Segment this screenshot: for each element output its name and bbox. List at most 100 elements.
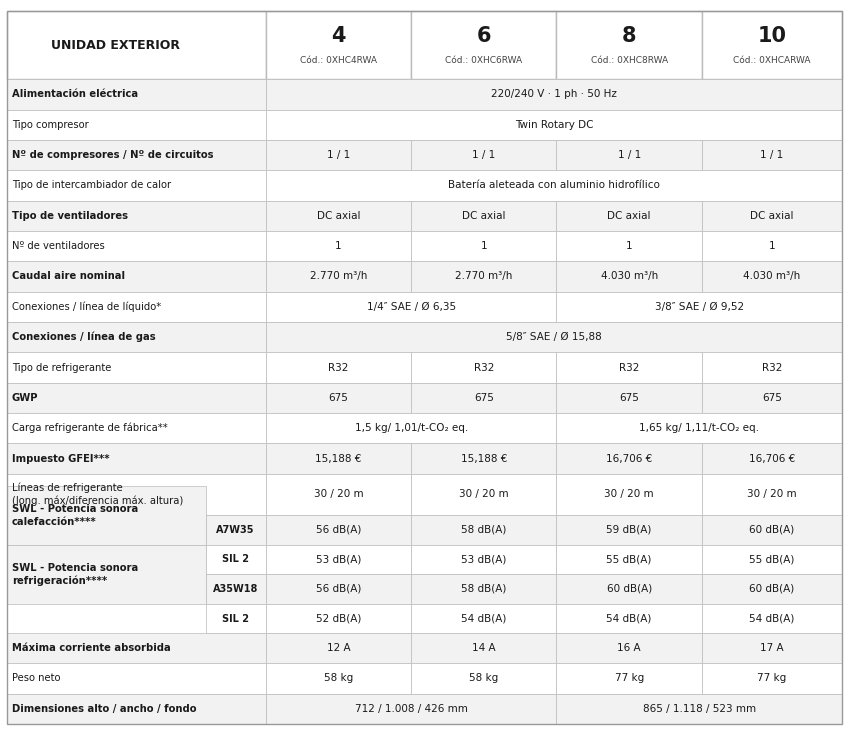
Bar [266,140,411,171]
Bar [7,352,266,383]
Bar [556,633,702,663]
Text: SWL - Potencia sonora
refrigeración****: SWL - Potencia sonora refrigeración**** [12,563,138,586]
Text: Tipo de refrigerante: Tipo de refrigerante [12,362,111,373]
Bar [266,383,411,413]
Bar [266,201,411,231]
Text: 1 / 1: 1 / 1 [327,150,350,160]
Text: SIL 2: SIL 2 [222,614,250,623]
Bar [411,545,556,574]
Text: UNIDAD EXTERIOR: UNIDAD EXTERIOR [51,39,180,51]
Bar [266,262,411,292]
Bar [266,663,411,694]
Text: 2.770 m³/h: 2.770 m³/h [455,271,513,282]
Bar [702,514,842,545]
Text: Tipo de intercambiador de calor: Tipo de intercambiador de calor [12,181,171,190]
Text: 54 dB(A): 54 dB(A) [606,614,652,623]
Bar [411,262,556,292]
Bar [411,383,556,413]
Text: 1 / 1: 1 / 1 [472,150,496,160]
Bar [266,322,842,352]
Text: 16,706 €: 16,706 € [749,453,796,464]
Bar [7,694,266,724]
Text: 6: 6 [476,26,491,46]
Bar [411,443,556,473]
Bar [205,604,266,633]
Bar [556,514,702,545]
Bar [7,383,266,413]
Text: 220/240 V · 1 ph · 50 Hz: 220/240 V · 1 ph · 50 Hz [491,90,617,99]
Bar [702,383,842,413]
Text: 2.770 m³/h: 2.770 m³/h [310,271,367,282]
Bar [266,574,411,604]
Text: Twin Rotary DC: Twin Rotary DC [514,120,593,130]
Text: 58 dB(A): 58 dB(A) [461,584,507,594]
Bar [411,140,556,171]
Bar [266,545,411,574]
Bar [411,514,556,545]
Bar [266,352,411,383]
Text: DC axial: DC axial [607,211,651,220]
Text: DC axial: DC axial [751,211,794,220]
Text: 14 A: 14 A [472,643,496,653]
Bar [7,292,266,322]
Text: 12 A: 12 A [327,643,351,653]
Bar [411,574,556,604]
Text: Nº de ventiladores: Nº de ventiladores [12,241,104,251]
Text: A35W18: A35W18 [213,584,258,594]
Bar [556,201,702,231]
Text: 3/8″ SAE / Ø 9,52: 3/8″ SAE / Ø 9,52 [655,302,744,312]
Bar [702,262,842,292]
Bar [702,11,842,79]
Bar [702,633,842,663]
Text: 16 A: 16 A [617,643,641,653]
Text: SIL 2: SIL 2 [222,554,250,564]
Bar [7,663,266,694]
Text: R32: R32 [474,362,494,373]
Text: 1,5 kg/ 1,01/t-CO₂ eq.: 1,5 kg/ 1,01/t-CO₂ eq. [355,423,468,433]
Bar [411,231,556,262]
Text: 30 / 20 m: 30 / 20 m [604,490,654,499]
Text: Impuesto GFEI***: Impuesto GFEI*** [12,453,110,464]
Bar [556,292,842,322]
Text: 16,706 €: 16,706 € [606,453,652,464]
Text: GWP: GWP [12,392,38,403]
Bar [205,574,266,604]
Text: 675: 675 [619,392,639,403]
Bar [556,473,702,514]
Bar [702,443,842,473]
Text: 53 dB(A): 53 dB(A) [316,554,361,564]
Bar [7,486,205,545]
Bar [266,79,842,110]
Bar [411,11,556,79]
Text: 54 dB(A): 54 dB(A) [461,614,507,623]
Bar [556,443,702,473]
Text: Dimensiones alto / ancho / fondo: Dimensiones alto / ancho / fondo [12,704,196,714]
Bar [7,110,266,140]
Text: Conexiones / línea de líquido*: Conexiones / línea de líquido* [12,301,161,312]
Text: 55 dB(A): 55 dB(A) [606,554,652,564]
Bar [702,604,842,633]
Bar [266,171,842,201]
Text: 1 / 1: 1 / 1 [617,150,641,160]
Bar [7,413,266,443]
Text: 60 dB(A): 60 dB(A) [750,525,795,535]
Text: Alimentación eléctrica: Alimentación eléctrica [12,90,138,99]
Text: 58 dB(A): 58 dB(A) [461,525,507,535]
Bar [556,694,842,724]
Text: 675: 675 [329,392,348,403]
Bar [556,383,702,413]
Text: Caudal aire nominal: Caudal aire nominal [12,271,125,282]
Bar [556,413,842,443]
Bar [702,352,842,383]
Text: A7W35: A7W35 [216,525,255,535]
Text: Cód.: 0XHC8RWA: Cód.: 0XHC8RWA [591,57,668,65]
Bar [556,604,702,633]
Bar [702,231,842,262]
Bar [556,352,702,383]
Bar [7,443,266,473]
Bar [411,663,556,694]
Text: 77 kg: 77 kg [615,673,644,684]
Bar [7,262,266,292]
Bar [266,292,556,322]
Bar [702,473,842,514]
